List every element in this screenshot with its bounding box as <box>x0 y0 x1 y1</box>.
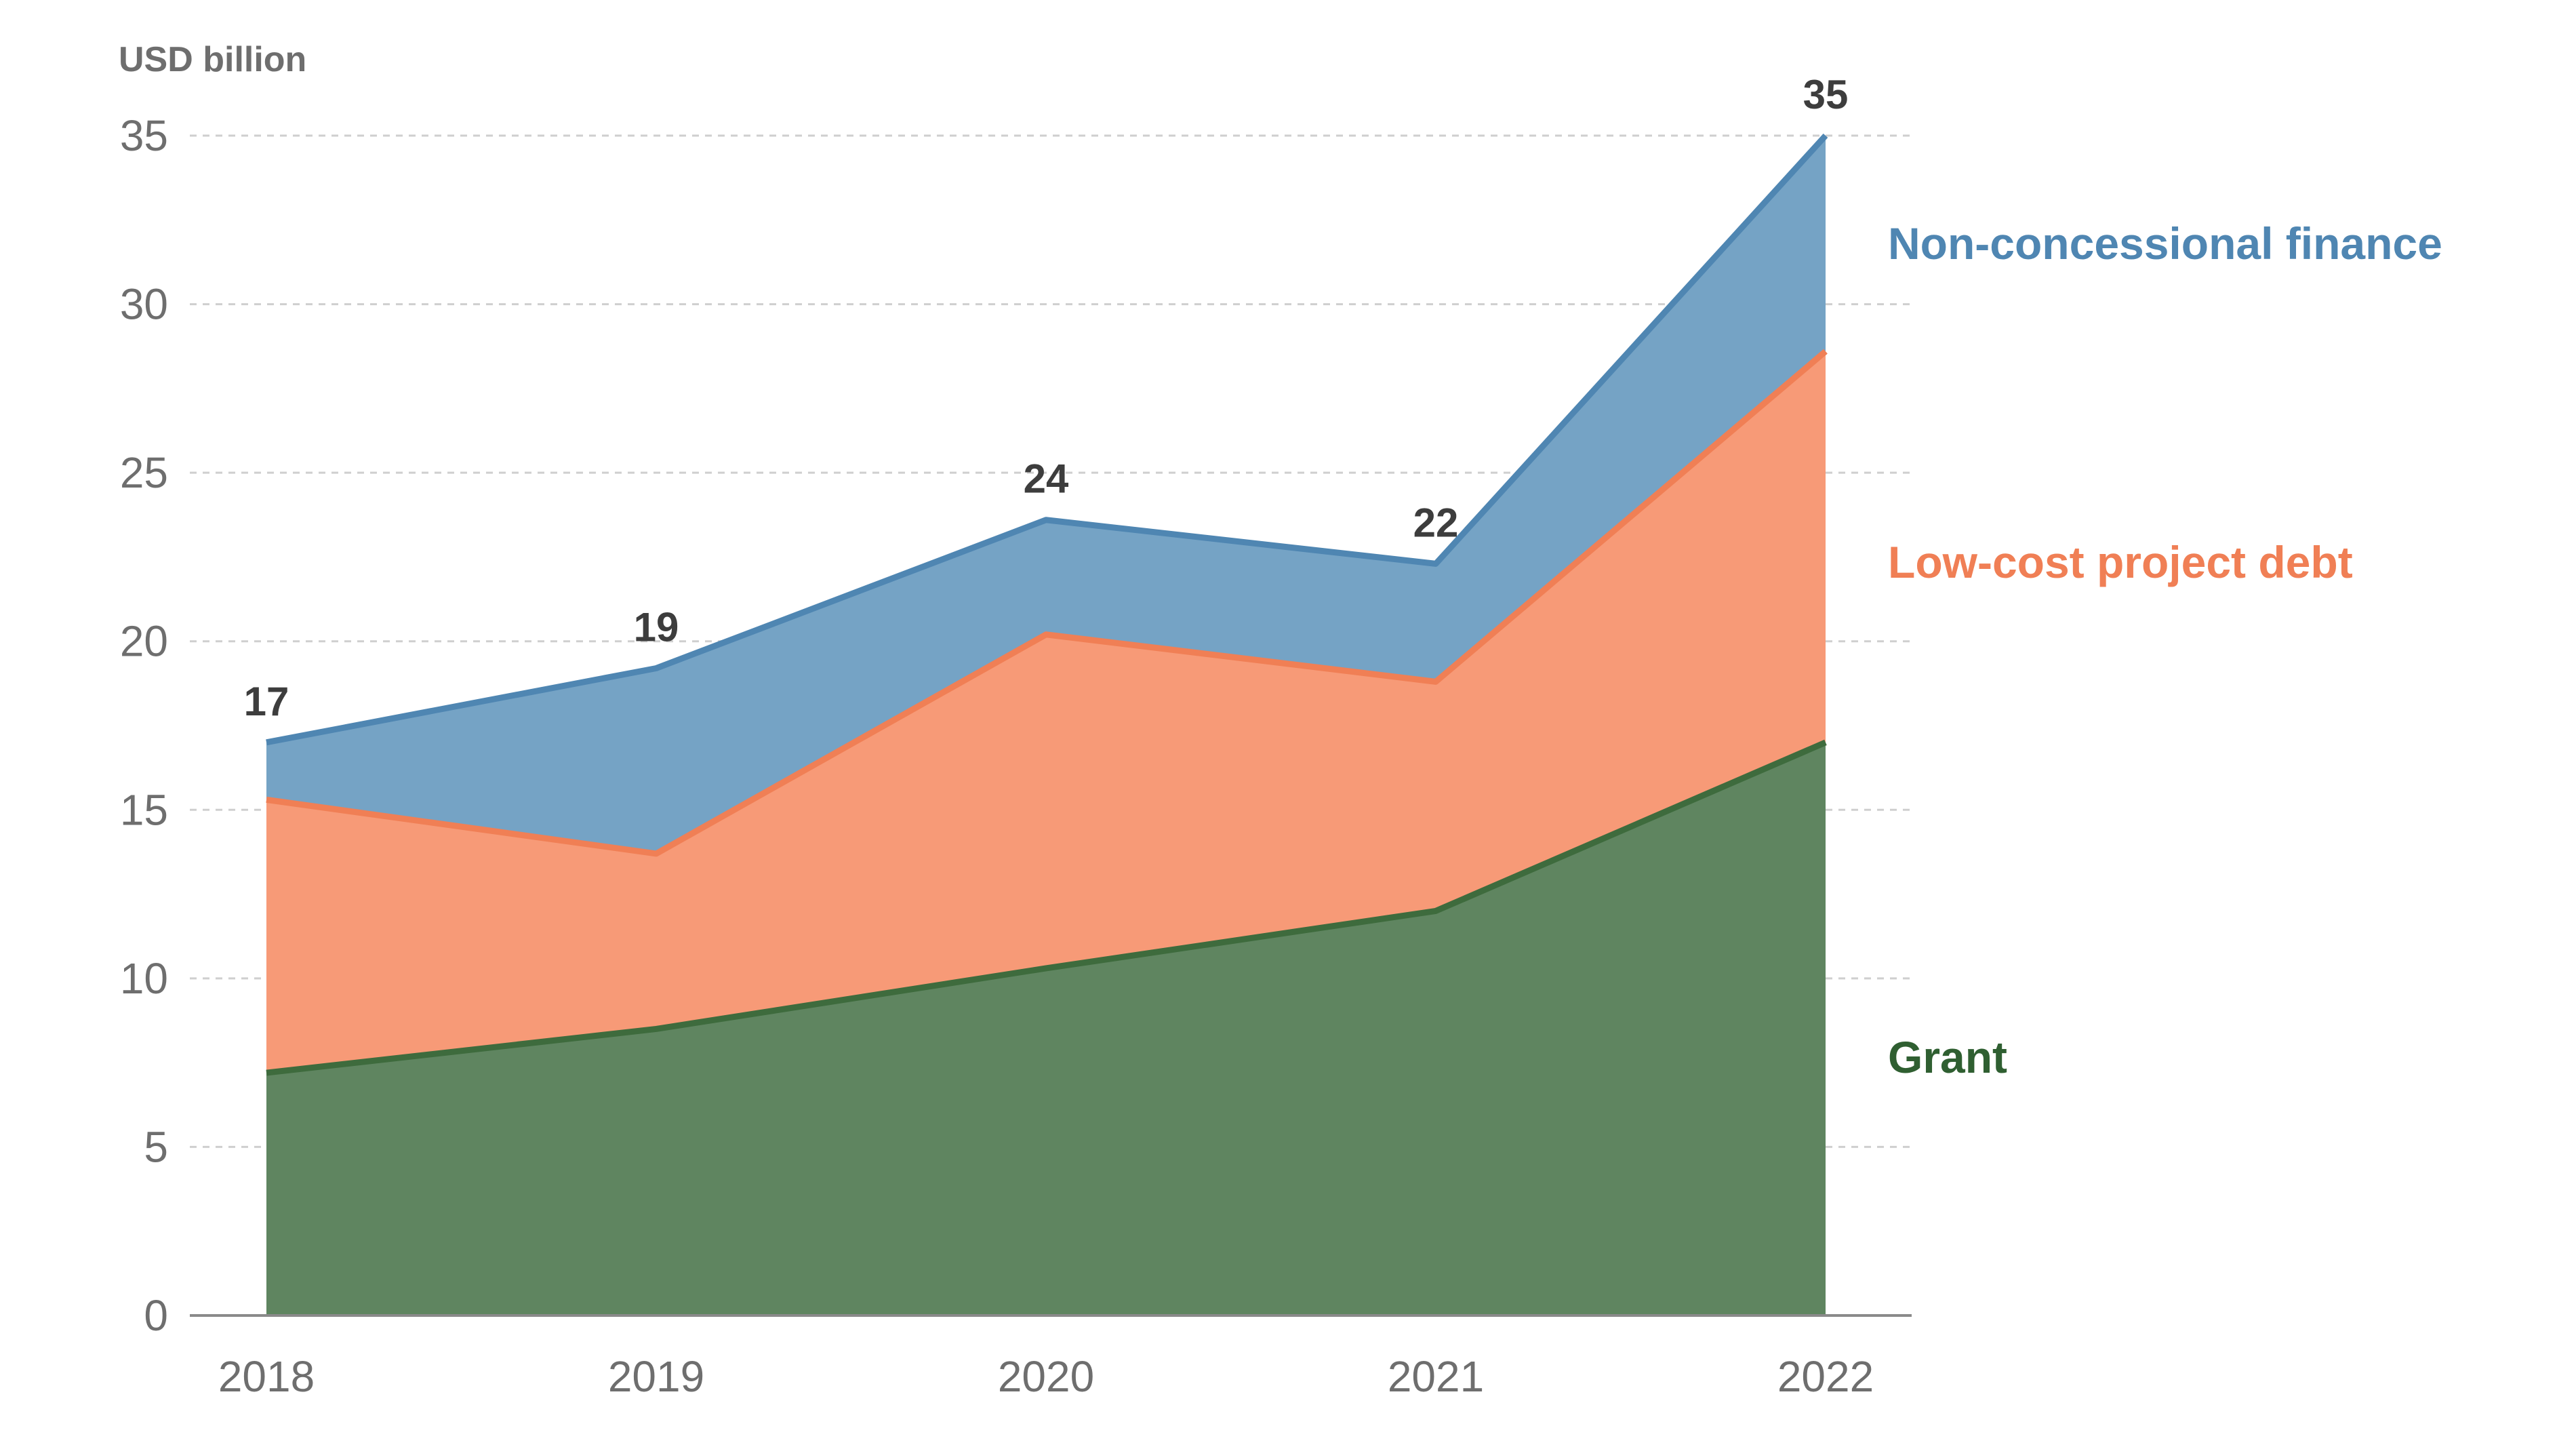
total-data-label: 24 <box>1024 456 1069 502</box>
y-tick-label: 35 <box>120 111 168 160</box>
x-tick-label: 2018 <box>218 1352 315 1401</box>
x-tick-label: 2019 <box>608 1352 704 1401</box>
y-axis-unit-label: USD billion <box>119 40 306 79</box>
series-lines <box>266 133 1828 1076</box>
total-data-label: 35 <box>1803 72 1849 117</box>
line-non-concessional-finance <box>266 133 1828 746</box>
area-grant <box>266 742 1826 1315</box>
series-areas <box>266 136 1826 1315</box>
area-low-cost-project-debt <box>266 351 1826 1073</box>
y-tick-label: 25 <box>120 448 168 497</box>
y-tick-label: 5 <box>144 1122 168 1171</box>
total-data-label: 17 <box>244 679 289 724</box>
area-non-concessional-finance <box>266 136 1826 854</box>
x-tick-label: 2020 <box>998 1352 1094 1401</box>
x-tick-label: 2022 <box>1777 1352 1874 1401</box>
total-data-label: 19 <box>634 604 679 650</box>
y-tick-label: 15 <box>120 785 168 834</box>
total-data-label: 22 <box>1413 500 1459 545</box>
series-label-low-cost-project-debt: Low-cost project debt <box>1888 537 2353 587</box>
line-grant <box>266 739 1827 1076</box>
y-tick-label: 0 <box>144 1291 168 1340</box>
series-label-non-concessional-finance: Non-concessional finance <box>1888 218 2442 269</box>
line-low-cost-project-debt <box>266 349 1828 857</box>
y-tick-label: 10 <box>120 954 168 1003</box>
labels: USD billion 0 5 10 15 20 25 30 35 2018 2019 2020 20… <box>119 40 2442 1401</box>
x-tick-label: 2021 <box>1388 1352 1484 1401</box>
y-tick-label: 30 <box>120 280 168 329</box>
series-label-grant: Grant <box>1888 1032 2007 1082</box>
y-tick-label: 20 <box>120 617 168 666</box>
